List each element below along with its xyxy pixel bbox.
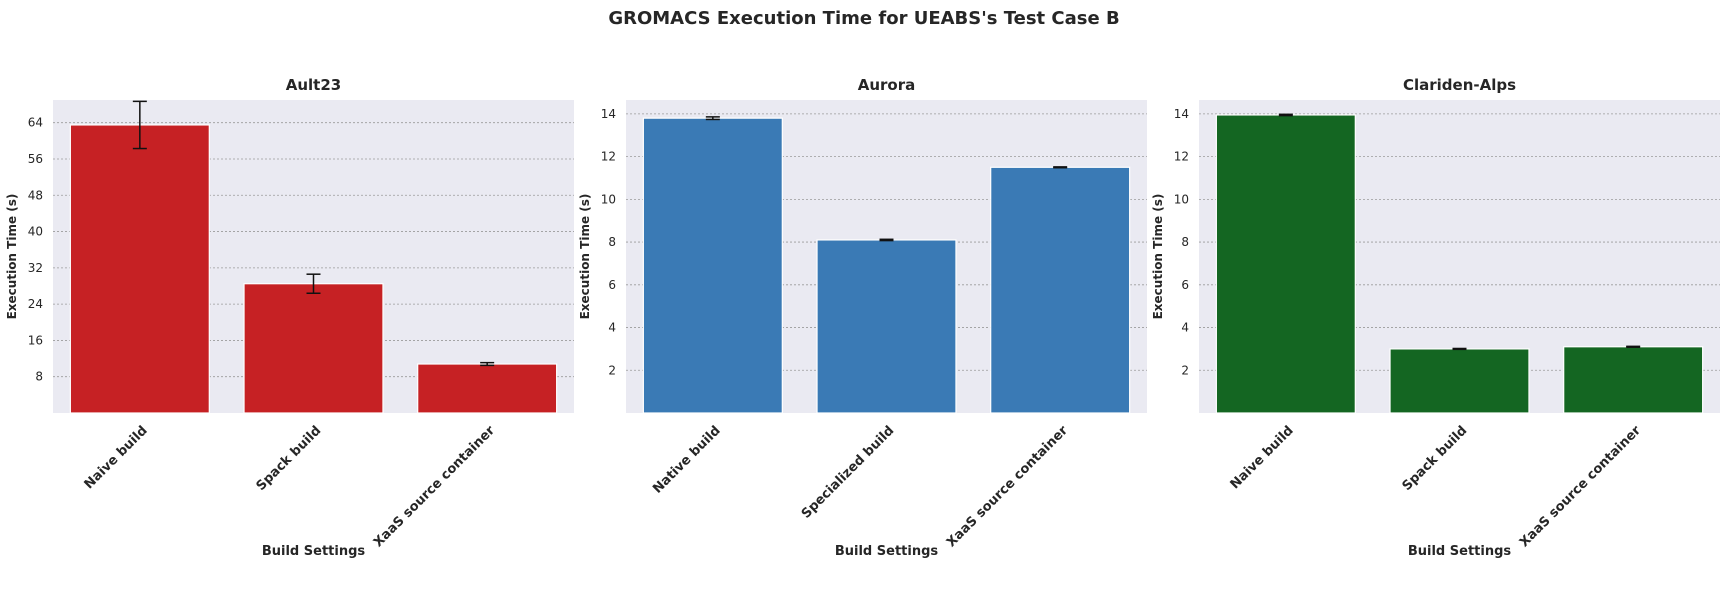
y-tick-label: 10 bbox=[1174, 192, 1189, 206]
subplot-title: Ault23 bbox=[286, 76, 341, 94]
bar bbox=[1389, 348, 1530, 414]
subplot-title: Clariden-Alps bbox=[1403, 76, 1516, 94]
y-axis-label: Execution Time (s) bbox=[5, 194, 19, 320]
bar bbox=[417, 363, 558, 414]
y-tick-label: 2 bbox=[608, 363, 616, 377]
x-tick-label: Native build bbox=[650, 423, 723, 496]
y-tick-label: 56 bbox=[28, 152, 43, 166]
x-tick-label: XaaS source container bbox=[944, 423, 1071, 550]
bar bbox=[642, 117, 783, 414]
y-tick-label: 12 bbox=[1174, 150, 1189, 164]
x-tick-label: Naive build bbox=[82, 423, 151, 492]
bar bbox=[69, 124, 210, 414]
bar bbox=[243, 283, 384, 414]
bar bbox=[1215, 114, 1356, 414]
x-tick-label: Specialized build bbox=[799, 423, 898, 522]
y-tick-label: 2 bbox=[1181, 363, 1189, 377]
y-tick-label: 8 bbox=[608, 235, 616, 249]
bar bbox=[990, 166, 1131, 414]
y-tick-label: 14 bbox=[601, 107, 616, 121]
y-tick-label: 6 bbox=[608, 278, 616, 292]
x-tick-label: Naive build bbox=[1228, 423, 1297, 492]
y-tick-label: 16 bbox=[28, 333, 43, 347]
y-tick-label: 32 bbox=[28, 261, 43, 275]
y-axis-label: Execution Time (s) bbox=[1151, 194, 1165, 320]
y-tick-label: 8 bbox=[1181, 235, 1189, 249]
subplot-title: Aurora bbox=[858, 76, 916, 94]
y-tick-label: 48 bbox=[28, 188, 43, 202]
x-tick-label: Spack build bbox=[254, 423, 325, 494]
subplot-2: 2 4 6 8 10 12 14 Native build Specialized build X… bbox=[578, 76, 1147, 559]
x-axis-label: Build Settings bbox=[262, 544, 366, 559]
y-tick-label: 12 bbox=[601, 150, 616, 164]
y-tick-label: 6 bbox=[1181, 278, 1189, 292]
x-axis-label: Build Settings bbox=[835, 544, 939, 559]
subplot-1: 8 16 24 32 40 48 56 64 Naive build Spack build Xaa… bbox=[5, 76, 574, 559]
x-axis-label: Build Settings bbox=[1408, 544, 1512, 559]
bar bbox=[1563, 346, 1704, 414]
y-tick-label: 4 bbox=[608, 321, 616, 335]
y-axis-label: Execution Time (s) bbox=[578, 194, 592, 320]
y-tick-label: 64 bbox=[28, 116, 43, 130]
x-tick-label: XaaS source container bbox=[371, 423, 498, 550]
y-tick-label: 4 bbox=[1181, 321, 1189, 335]
y-tick-label: 14 bbox=[1174, 107, 1189, 121]
y-tick-label: 8 bbox=[35, 370, 43, 384]
x-tick-label: Spack build bbox=[1400, 423, 1471, 494]
y-tick-label: 40 bbox=[28, 225, 43, 239]
figure-title: GROMACS Execution Time for UEABS's Test … bbox=[608, 8, 1120, 29]
bar bbox=[816, 239, 957, 414]
subplot-3: 2 4 6 8 10 12 14 Naive build Spack build XaaS sou… bbox=[1151, 76, 1720, 559]
x-tick-label: XaaS source container bbox=[1517, 423, 1644, 550]
y-tick-label: 10 bbox=[601, 192, 616, 206]
y-tick-label: 24 bbox=[28, 297, 43, 311]
